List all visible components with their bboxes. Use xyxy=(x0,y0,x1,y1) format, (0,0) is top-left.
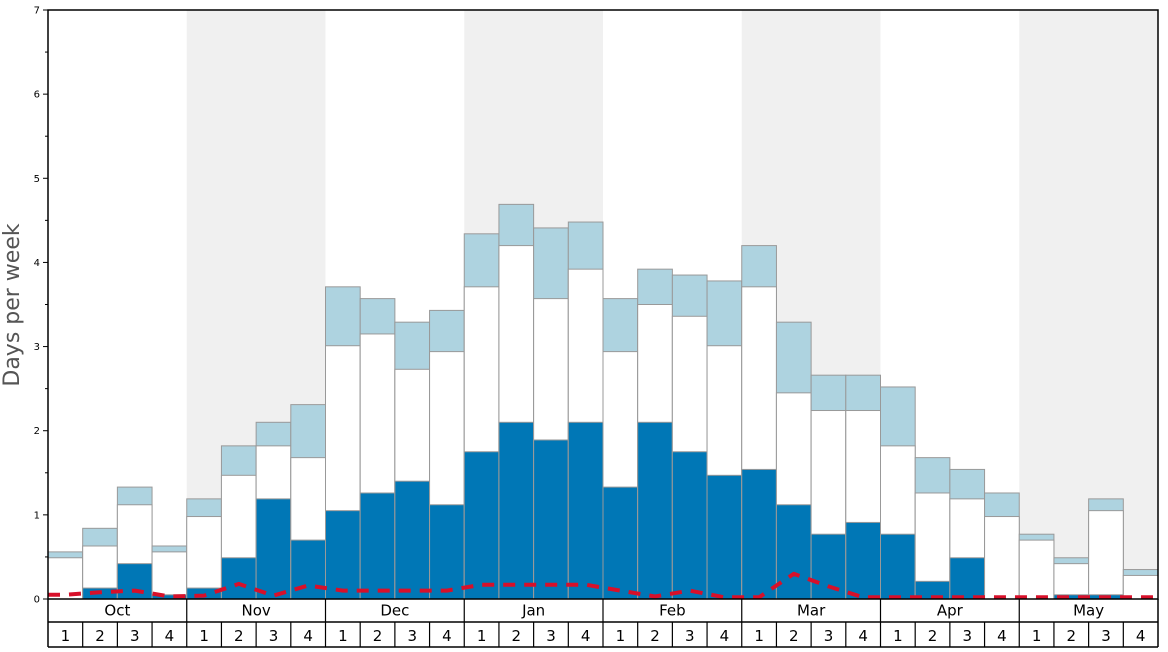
bar-dark-26 xyxy=(949,557,986,600)
bar-white-29 xyxy=(1053,563,1090,600)
week-label-11: 4 xyxy=(442,627,452,645)
x-axis-table: Oct Nov Dec Jan Feb Mar Apr May 1 2 3 4 1 2 3 4 1 2 3 4 1 2 3 4… xyxy=(47,599,1159,648)
month-label-feb: Feb xyxy=(659,602,686,620)
month-label-dec: Dec xyxy=(380,602,409,620)
month-label-mar: Mar xyxy=(797,602,826,620)
week-label-16: 1 xyxy=(616,627,626,645)
week-label-29: 2 xyxy=(1067,627,1077,645)
week-label-18: 3 xyxy=(685,627,695,645)
y-tick-label-7: 7 xyxy=(34,6,40,17)
bar-white-3 xyxy=(151,551,188,600)
week-label-12: 1 xyxy=(477,627,487,645)
week-label-27: 4 xyxy=(997,627,1007,645)
week-label-19: 4 xyxy=(720,627,730,645)
week-label-5: 2 xyxy=(234,627,244,645)
week-label-23: 4 xyxy=(858,627,868,645)
week-label-21: 2 xyxy=(789,627,799,645)
y-tick-label-4: 4 xyxy=(34,258,40,269)
week-label-26: 3 xyxy=(962,627,972,645)
bar-dark-16 xyxy=(602,486,639,600)
bar-white-30 xyxy=(1088,510,1124,600)
y-tick-label-1: 1 xyxy=(34,510,40,521)
bar-dark-13 xyxy=(498,421,535,600)
y-tick-label-6: 6 xyxy=(34,90,40,101)
bar-dark-10 xyxy=(394,480,431,600)
month-label-oct: Oct xyxy=(104,602,130,620)
week-label-13: 2 xyxy=(512,627,522,645)
bar-dark-12 xyxy=(463,451,500,600)
bar-dark-6 xyxy=(255,498,292,600)
week-label-3: 4 xyxy=(165,627,175,645)
dashed-line-layer xyxy=(48,571,1158,600)
bar-dark-9 xyxy=(359,492,396,600)
bar-dark-19 xyxy=(706,474,743,600)
bar-groups xyxy=(47,203,1159,600)
bar-white-27 xyxy=(984,516,1020,600)
week-label-14: 3 xyxy=(546,627,556,645)
bar-dark-11 xyxy=(429,504,465,600)
bar-white-28 xyxy=(1018,539,1055,600)
month-label-jan: Jan xyxy=(521,602,545,620)
week-label-7: 4 xyxy=(303,627,313,645)
week-label-30: 3 xyxy=(1101,627,1111,645)
month-label-nov: Nov xyxy=(241,602,270,620)
week-label-0: 1 xyxy=(61,627,71,645)
bar-dark-14 xyxy=(533,439,569,600)
bar-dark-2 xyxy=(116,563,153,600)
month-label-apr: Apr xyxy=(937,602,964,620)
week-label-10: 3 xyxy=(407,627,417,645)
week-label-2: 3 xyxy=(130,627,140,645)
y-tick-label-5: 5 xyxy=(34,174,40,185)
week-label-17: 2 xyxy=(650,627,660,645)
bar-dark-5 xyxy=(220,557,257,600)
week-label-24: 1 xyxy=(893,627,903,645)
dashed-series-line xyxy=(48,571,1158,600)
y-tick-label-0: 0 xyxy=(34,595,40,606)
bar-dark-21 xyxy=(775,504,812,600)
week-label-15: 4 xyxy=(581,627,591,645)
week-label-8: 1 xyxy=(338,627,348,645)
bar-dark-20 xyxy=(741,468,777,600)
week-label-4: 1 xyxy=(199,627,209,645)
week-label-9: 2 xyxy=(373,627,383,645)
bar-dark-15 xyxy=(567,421,604,600)
week-label-31: 4 xyxy=(1136,627,1146,645)
bar-dark-18 xyxy=(671,451,708,600)
week-label-28: 1 xyxy=(1032,627,1042,645)
week-label-6: 3 xyxy=(269,627,279,645)
bar-dark-17 xyxy=(637,421,673,600)
bar-dark-22 xyxy=(810,533,847,600)
y-tick-label-3: 3 xyxy=(34,342,40,353)
bar-dark-24 xyxy=(880,533,916,600)
week-label-1: 2 xyxy=(95,627,105,645)
week-label-22: 3 xyxy=(824,627,834,645)
bar-white-4 xyxy=(186,516,222,600)
bar-dark-23 xyxy=(845,521,881,600)
week-label-25: 2 xyxy=(928,627,938,645)
week-label-20: 1 xyxy=(754,627,764,645)
bar-dark-8 xyxy=(325,510,361,600)
month-label-may: May xyxy=(1073,602,1104,620)
y-axis-label: Days per week xyxy=(0,223,25,386)
y-tick-label-2: 2 xyxy=(34,426,40,437)
